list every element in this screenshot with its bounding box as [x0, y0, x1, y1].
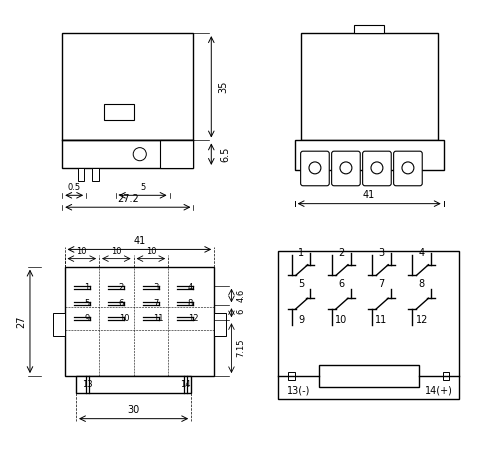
Text: 27.2: 27.2 [117, 194, 138, 204]
Text: 6: 6 [338, 279, 344, 289]
Text: 4: 4 [418, 248, 425, 258]
Text: 11: 11 [153, 314, 164, 323]
Bar [354, 25, 384, 33]
Text: 3: 3 [153, 283, 158, 292]
FancyBboxPatch shape [332, 151, 360, 186]
Text: 11: 11 [376, 315, 388, 325]
Text: 4: 4 [188, 283, 193, 292]
Text: 9: 9 [84, 314, 89, 323]
Bar [53, 313, 64, 336]
Text: 13: 13 [82, 380, 93, 389]
Bar [160, 140, 194, 168]
Text: 10: 10 [76, 248, 87, 256]
FancyBboxPatch shape [362, 151, 391, 186]
Circle shape [309, 162, 321, 174]
Text: 7.15: 7.15 [236, 338, 245, 356]
Text: 1: 1 [298, 248, 304, 258]
Text: 6: 6 [236, 309, 245, 314]
Text: 4.6: 4.6 [236, 289, 245, 302]
FancyBboxPatch shape [394, 151, 422, 186]
Text: 41: 41 [363, 190, 376, 200]
Bar [300, 33, 438, 140]
Text: 10: 10 [146, 248, 156, 256]
Text: 14: 14 [180, 380, 190, 389]
Text: 8: 8 [418, 279, 425, 289]
Text: 12: 12 [188, 314, 198, 323]
FancyBboxPatch shape [300, 151, 329, 186]
Text: 30: 30 [128, 405, 140, 415]
Circle shape [340, 162, 352, 174]
Bar [442, 372, 450, 380]
Circle shape [371, 162, 383, 174]
Bar [318, 365, 419, 387]
Text: 5: 5 [298, 279, 304, 289]
Text: 10: 10 [335, 315, 347, 325]
Text: 35: 35 [218, 81, 228, 93]
Text: 1: 1 [84, 283, 89, 292]
Circle shape [402, 162, 414, 174]
Text: 0.5: 0.5 [68, 183, 81, 192]
Text: 10: 10 [118, 314, 129, 323]
Bar [92, 168, 98, 181]
Text: 13(-): 13(-) [286, 385, 310, 396]
Circle shape [133, 148, 146, 161]
Text: 6.5: 6.5 [220, 147, 230, 162]
Text: 2: 2 [338, 248, 344, 258]
Bar [214, 313, 226, 336]
Bar [62, 33, 194, 140]
Bar [288, 372, 295, 380]
Bar [278, 251, 460, 399]
Text: 2: 2 [118, 283, 124, 292]
Text: 14(+): 14(+) [426, 385, 453, 396]
Text: 5: 5 [140, 183, 145, 192]
Text: 41: 41 [133, 236, 145, 246]
Text: 8: 8 [188, 299, 193, 308]
Bar [64, 267, 214, 376]
Text: 27: 27 [16, 315, 26, 328]
Text: 7: 7 [378, 279, 384, 289]
Bar [62, 140, 194, 168]
Bar [78, 168, 84, 181]
Text: 5: 5 [84, 299, 89, 308]
Bar [104, 104, 134, 120]
Text: 9: 9 [298, 315, 304, 325]
Bar [294, 140, 444, 170]
Text: 7: 7 [153, 299, 158, 308]
Text: 12: 12 [416, 315, 428, 325]
Text: 3: 3 [378, 248, 384, 258]
Text: 10: 10 [111, 248, 122, 256]
Bar [76, 376, 191, 393]
Text: 6: 6 [118, 299, 124, 308]
